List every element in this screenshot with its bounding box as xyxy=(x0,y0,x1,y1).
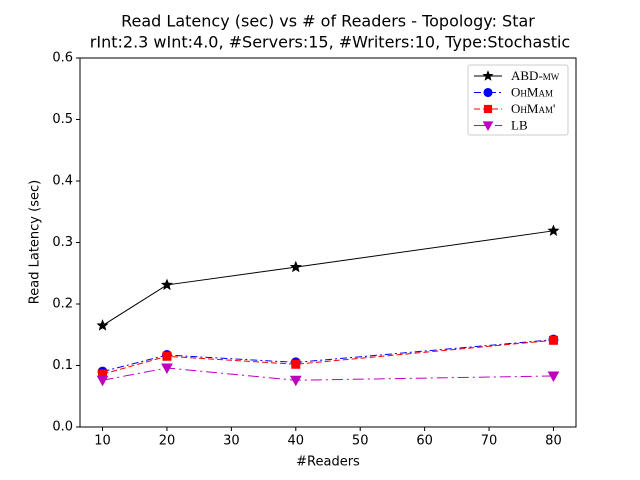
legend-box xyxy=(467,64,569,136)
line xyxy=(102,339,554,373)
marker xyxy=(482,70,494,81)
marker xyxy=(291,359,301,369)
legend-label: ABD-mw xyxy=(511,68,560,83)
x-tick-label: 80 xyxy=(545,434,562,449)
line xyxy=(102,339,554,375)
marker xyxy=(547,224,560,236)
x-axis-label: #Readers xyxy=(296,455,360,470)
marker xyxy=(162,351,172,361)
marker xyxy=(160,278,174,291)
marker xyxy=(482,121,494,132)
y-tick-label: 0.4 xyxy=(52,174,73,189)
line xyxy=(102,367,554,381)
x-tick-label: 10 xyxy=(94,434,111,449)
marker xyxy=(548,335,558,345)
legend-label: LB xyxy=(511,117,528,132)
legend-label: OhMam' xyxy=(511,101,555,116)
marker xyxy=(483,104,493,114)
x-tick-label: 70 xyxy=(481,434,498,449)
series xyxy=(98,335,558,379)
legend-label: OhMam xyxy=(511,84,553,99)
y-tick-label: 0.3 xyxy=(52,235,73,250)
line xyxy=(102,230,554,326)
x-tick-label: 60 xyxy=(416,434,433,449)
x-tick-label: 50 xyxy=(352,434,369,449)
marker xyxy=(161,363,173,374)
series xyxy=(96,224,560,331)
chart-title: Read Latency (sec) vs # of Readers - Top… xyxy=(121,12,535,31)
y-axis-label: Read Latency (sec) xyxy=(28,180,43,304)
marker xyxy=(96,375,109,387)
y-tick-label: 0.6 xyxy=(52,51,73,66)
x-tick-label: 40 xyxy=(288,434,305,449)
marker xyxy=(289,375,302,387)
marker xyxy=(483,87,493,98)
series xyxy=(96,363,560,387)
x-tick-label: 20 xyxy=(159,434,176,449)
marker xyxy=(289,260,302,273)
marker xyxy=(96,319,109,331)
plot-frame xyxy=(79,57,577,428)
y-tick-label: 0.2 xyxy=(52,297,73,312)
marker xyxy=(547,371,560,382)
x-tick-label: 30 xyxy=(223,434,240,449)
y-tick-label: 0.0 xyxy=(52,420,73,435)
y-tick-label: 0.5 xyxy=(52,112,73,127)
y-tick-label: 0.1 xyxy=(52,358,73,373)
chart-subtitle: rInt:2.3 wInt:4.0, #Servers:15, #Writers… xyxy=(90,33,570,52)
